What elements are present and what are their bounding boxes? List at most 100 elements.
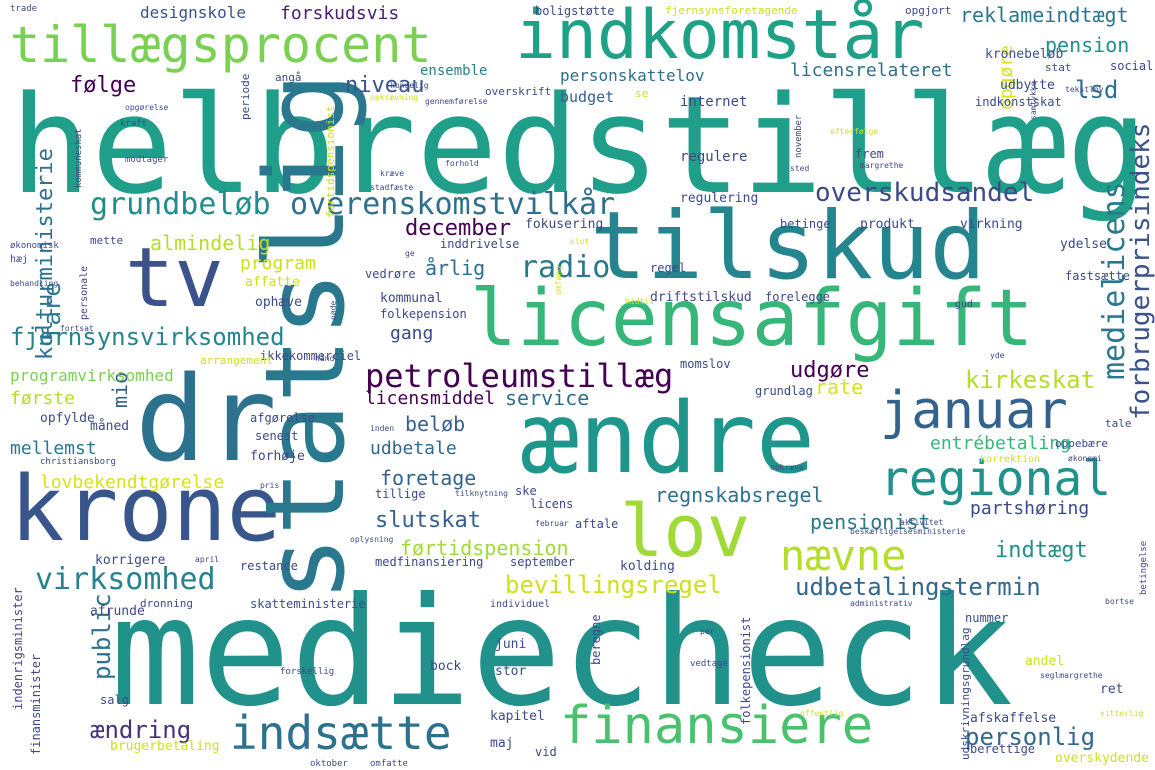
word-lovbekendtgoerelse: lovbekendtgørelse: [40, 472, 225, 493]
word-beskaeftigelsesministerie: beskæftigelsesministerie: [850, 527, 966, 536]
word-per: per: [700, 627, 715, 636]
word-forbrugerprisindeks: forbrugerprisindeks: [1126, 122, 1155, 420]
word-kongelig: kongelig: [390, 81, 429, 90]
word-licens: licens: [530, 497, 574, 511]
word-juni: juni: [495, 637, 527, 652]
word-oplysning: oplysning: [350, 535, 394, 544]
word-program: program: [240, 253, 316, 274]
word-beregne: beregne: [589, 614, 603, 665]
word-dr: dr: [135, 350, 278, 488]
word-vitterlig: vitterlig: [1100, 709, 1144, 718]
word-grundlag: grundlag: [755, 384, 813, 398]
word-forskudsvis: forskudsvis: [280, 3, 400, 24]
word-forhold: forhold: [445, 159, 479, 168]
word-budget: budget: [560, 88, 615, 106]
word-foertidspension: førtidspension: [400, 536, 569, 560]
word-finansminister: finansminister: [29, 653, 43, 755]
word-vid: vid: [535, 745, 557, 759]
word-maj: maj: [490, 736, 514, 751]
word-affatte: affatte: [245, 275, 300, 290]
word-ge: ge: [405, 249, 415, 258]
word-kraft: kraft: [120, 119, 148, 129]
word-rate: rate: [815, 375, 864, 399]
word-niveau: niveau: [345, 73, 425, 98]
word-designskole: designskole: [140, 3, 246, 22]
word-administrativ: administrativ: [850, 599, 913, 608]
word-licensafgift: licensafgift: [470, 274, 1034, 364]
word-ydelse: ydelse: [1060, 237, 1107, 252]
word-kapitel: kapitel: [490, 709, 545, 724]
word-christiansborg: christiansborg: [40, 457, 116, 467]
word-behandling: behandling: [10, 279, 59, 288]
word-omfang: omfang: [554, 266, 563, 295]
word-yde: yde: [990, 351, 1005, 360]
word-tekstlov: tekstlov: [1065, 85, 1104, 94]
word-senest: senest: [255, 429, 299, 443]
word-almindelig: almindelig: [150, 231, 271, 255]
word-aendring: ændring: [90, 716, 192, 744]
word-sted: sted: [790, 164, 810, 173]
word-opkraeve: opkræve: [770, 463, 804, 472]
word-foertidspensionist: førtidspensionist: [324, 105, 337, 218]
word-momslov: momslov: [680, 357, 731, 371]
word-reklameindtaegt: reklameindtægt: [960, 3, 1129, 27]
word-brugerbetaling: brugerbetaling: [110, 739, 220, 754]
word-opgjort: opgjort: [905, 4, 952, 17]
word-september: september: [510, 555, 576, 569]
word-andel: andel: [1025, 654, 1065, 669]
word-lsd: lsd: [1075, 76, 1119, 104]
word-oppebaere: oppebære: [1055, 437, 1108, 450]
word-fokusering: fokusering: [525, 217, 604, 232]
word-folkepension: folkepension: [380, 307, 467, 321]
word-haej: hæj: [10, 254, 29, 265]
word-korrektion: korrektion: [980, 454, 1041, 465]
word-personskattelov: personskattelov: [560, 66, 705, 85]
word-haand: hånd: [315, 354, 335, 363]
word-kronebeloeb: kronebeløb: [985, 47, 1064, 62]
word-ikkekommerciel: ikkekommerciel: [260, 349, 362, 363]
word-kirkeskat: kirkeskat: [965, 366, 1096, 394]
word-vedtage: vedtage: [690, 659, 728, 669]
word-skatteministerie: skatteministerie: [250, 597, 366, 611]
word-ensemble: ensemble: [420, 63, 488, 79]
word-noede: nøde: [329, 300, 338, 320]
word-udbetalingstermin: udbetalingstermin: [795, 573, 1041, 601]
word-januar: januar: [880, 381, 1068, 441]
word-margrethe: margrethe: [860, 161, 904, 170]
word-omfatte: omfatte: [370, 759, 408, 769]
word-trade: trade: [10, 4, 38, 14]
word-beloeb: beløb: [405, 412, 466, 436]
word-foerste: første: [10, 388, 76, 409]
word-forhoeje: forhøje: [250, 449, 305, 464]
word-licensrelateret: licensrelateret: [790, 60, 953, 81]
word-mediecheck: mediecheck: [110, 566, 1014, 740]
word-pension: pension: [1045, 33, 1130, 57]
word-social: social: [1110, 59, 1154, 73]
word-naevne: nævne: [780, 531, 907, 580]
word-stat: stat: [1045, 61, 1072, 74]
word-partshoering: partshøring: [970, 498, 1090, 519]
word-helbredstillaeg: helbredstillæg: [10, 67, 1148, 224]
word-overenskomstvilkaar: overenskomstvilkår: [290, 187, 616, 222]
word-fjernsynsvirksomhed: fjernsynsvirksomhed: [10, 323, 285, 351]
word-virksomhed: virksomhed: [35, 562, 216, 597]
word-bock: bock: [430, 659, 462, 674]
word-virkning: virkning: [960, 217, 1023, 232]
word-kulturministerie: kulturministerie: [33, 148, 58, 360]
word-forelegge: forelegge: [765, 290, 831, 304]
word-gang: gang: [390, 323, 434, 344]
word-tv: tv: [125, 231, 224, 326]
word-restance: restance: [240, 559, 298, 573]
word-ret: ret: [1100, 682, 1124, 697]
word-pensionist: pensionist: [810, 510, 931, 534]
word-personale: personale: [79, 265, 90, 320]
word-opfylde: opfylde: [40, 411, 95, 426]
word-udbytte: udbytte: [1000, 78, 1055, 93]
word-opkraevning: opkrævning: [370, 93, 419, 102]
word-forskellig: forskellig: [280, 667, 335, 677]
word-medfinansiering: medfinansiering: [375, 555, 484, 569]
word-offentlig: offentlig: [800, 709, 844, 718]
word-salg: salg: [100, 693, 129, 707]
word-tilknytning: tilknytning: [455, 489, 508, 498]
